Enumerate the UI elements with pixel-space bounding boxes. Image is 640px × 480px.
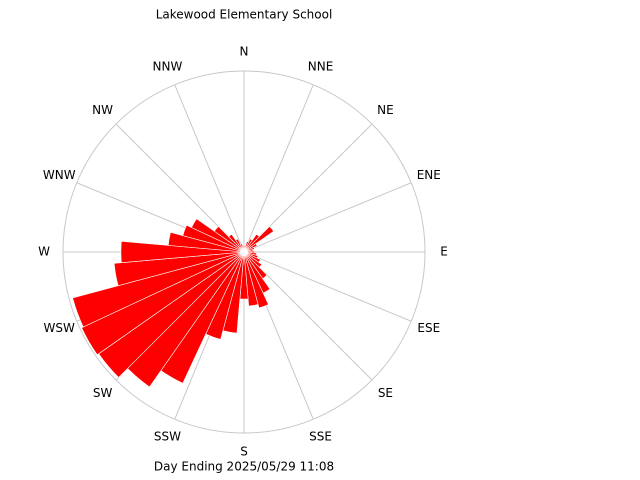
wedge	[72, 251, 245, 328]
direction-label: W	[38, 245, 50, 259]
wedge	[243, 225, 275, 253]
direction-label: NW	[92, 103, 113, 117]
spoke	[243, 84, 314, 253]
direction-label: SSE	[309, 429, 332, 443]
wedge	[191, 218, 245, 253]
spoke	[174, 84, 245, 253]
direction-label: S	[240, 445, 248, 459]
direction-label: SSW	[154, 429, 181, 443]
wedge	[182, 224, 245, 253]
chart-title: Lakewood Elementary School	[156, 8, 333, 22]
direction-label: WNW	[43, 168, 76, 182]
wedge	[241, 244, 245, 253]
direction-label: WSW	[44, 321, 75, 335]
direction-label: N	[240, 45, 249, 59]
footer-label: Day Ending 2025/05/29 11:08	[154, 460, 334, 474]
spoke	[243, 251, 412, 322]
wedge	[235, 238, 245, 253]
direction-label: SW	[93, 386, 113, 400]
wedge	[243, 251, 269, 309]
wedge	[243, 243, 258, 253]
wedge	[120, 240, 245, 264]
direction-label: NE	[377, 103, 394, 117]
direction-label: ESE	[417, 321, 440, 335]
direction-label: SE	[378, 386, 393, 400]
direction-label: NNW	[153, 60, 183, 74]
direction-label: E	[440, 245, 448, 259]
wedge	[243, 247, 255, 253]
wedge	[228, 233, 245, 253]
wedge	[113, 251, 245, 287]
direction-label: ENE	[417, 168, 441, 182]
wedge	[81, 251, 245, 356]
direction-label: NNE	[308, 60, 334, 74]
wedge	[213, 225, 245, 253]
spoke	[243, 182, 412, 253]
wedge	[239, 242, 245, 253]
wedge	[243, 251, 259, 307]
